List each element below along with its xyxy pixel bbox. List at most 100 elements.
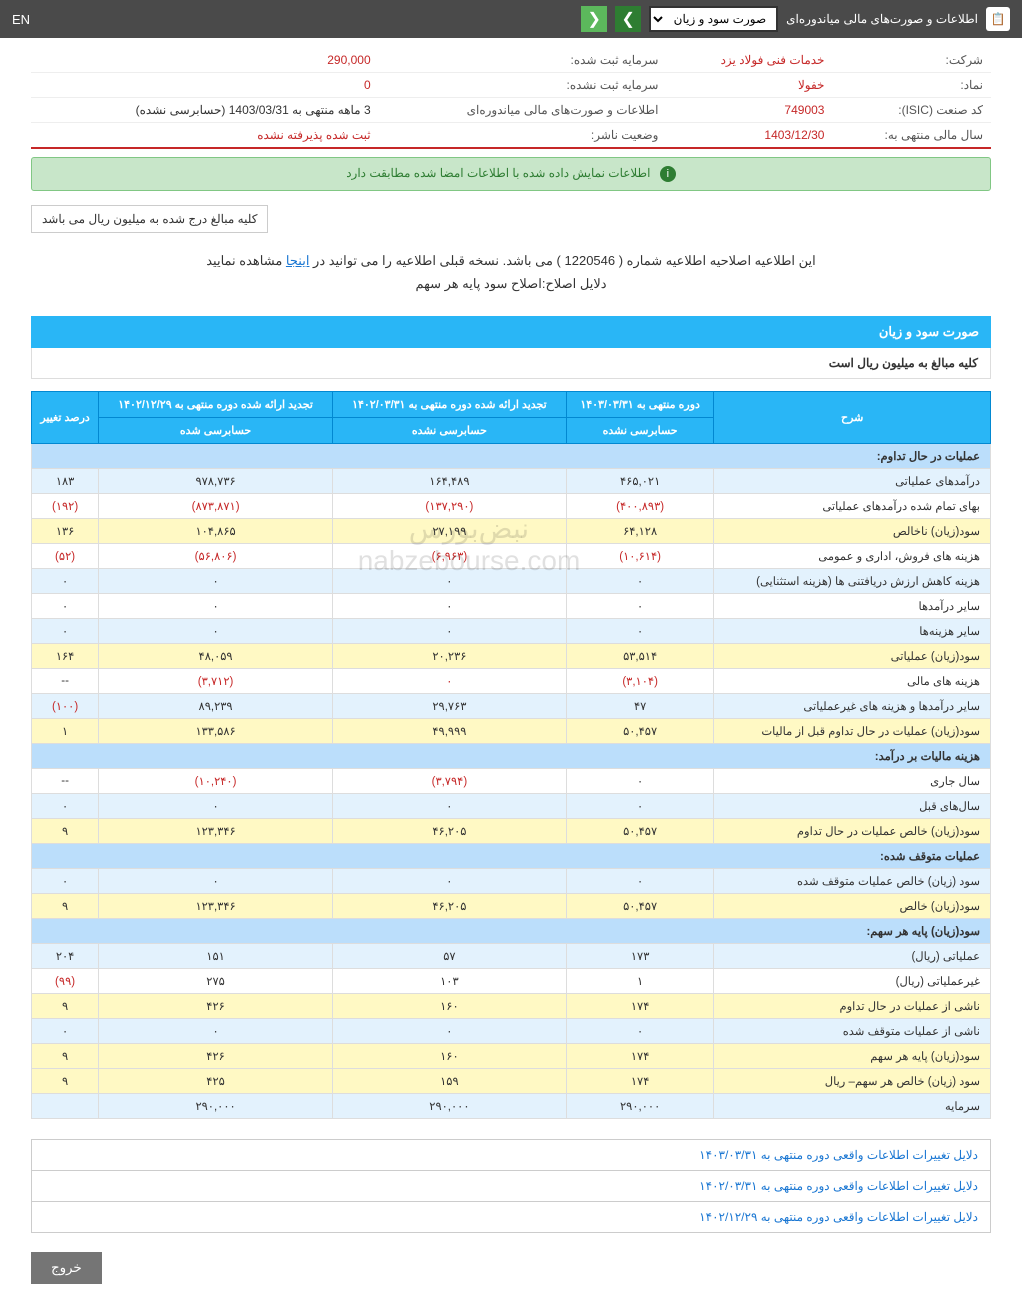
cell-value: ۲۰,۲۳۶: [332, 643, 566, 668]
table-row: سال‌های قبل۰۰۰۰: [32, 793, 991, 818]
cell-value: ۹: [32, 818, 99, 843]
nav-prev-button[interactable]: ❮: [581, 6, 607, 32]
col-period2: تجدید ارائه شده دوره منتهی به ۱۴۰۲/۰۳/۳۱: [332, 391, 566, 417]
amendment-notice: این اطلاعیه اصلاحیه اطلاعیه شماره ( 1220…: [31, 249, 991, 296]
cell-value: ۰: [566, 568, 714, 593]
cell-value: (۱۰,۲۴۰): [99, 768, 333, 793]
report-type-select[interactable]: صورت سود و زیان: [649, 6, 778, 32]
cell-value: (۱۹۲): [32, 493, 99, 518]
row-heading: سود(زیان) پایه هر سهم:: [32, 918, 991, 943]
currency-note: کلیه مبالغ درج شده به میلیون ریال می باش…: [31, 205, 268, 233]
table-row: هزینه مالیات بر درآمد:: [32, 743, 991, 768]
cell-value: ۰: [99, 618, 333, 643]
row-label: سایر درآمدها و هزینه های غیرعملیاتی: [714, 693, 991, 718]
cell-value: (۴۰۰,۸۹۳): [566, 493, 714, 518]
cell-value: ۱۵۱: [99, 943, 333, 968]
capital-reg-label: سرمایه ثبت شده:: [379, 48, 667, 73]
exit-button[interactable]: خروج: [31, 1252, 102, 1284]
row-label: بهای تمام شده درآمدهای عملیاتی: [714, 493, 991, 518]
isic-label: کد صنعت (ISIC):: [832, 98, 991, 123]
cell-value: ۰: [332, 618, 566, 643]
cell-value: ۱۳۳,۵۸۶: [99, 718, 333, 743]
cell-value: ۰: [32, 793, 99, 818]
cell-value: ۴۲۶: [99, 993, 333, 1018]
previous-link[interactable]: اینجا: [286, 253, 310, 268]
cell-value: ۹: [32, 1043, 99, 1068]
row-label: سود (زیان) خالص هر سهم– ریال: [714, 1068, 991, 1093]
reason-link[interactable]: دلایل تغییرات اطلاعات واقعی دوره منتهی ب…: [31, 1170, 991, 1202]
table-row: سود(زیان) عملیات در حال تداوم قبل از مال…: [32, 718, 991, 743]
cell-value: ۰: [566, 618, 714, 643]
cell-value: ۵۰,۴۵۷: [566, 893, 714, 918]
table-row: عملیات در حال تداوم:: [32, 443, 991, 468]
table-row: هزینه های فروش، اداری و عمومی(۱۰,۶۱۴)(۶,…: [32, 543, 991, 568]
cell-value: --: [32, 668, 99, 693]
cell-value: ۴۷: [566, 693, 714, 718]
table-row: سود(زیان) خالص۵۰,۴۵۷۴۶,۲۰۵۱۲۳,۳۴۶۹: [32, 893, 991, 918]
cell-value: ۴۶,۲۰۵: [332, 893, 566, 918]
table-row: ناشی از عملیات در حال تداوم۱۷۴۱۶۰۴۲۶۹: [32, 993, 991, 1018]
table-row: درآمدهای عملیاتی۴۶۵,۰۲۱۱۶۴,۴۸۹۹۷۸,۷۳۶۱۸۳: [32, 468, 991, 493]
cell-value: ۴۸,۰۵۹: [99, 643, 333, 668]
cell-value: ۴۹,۹۹۹: [332, 718, 566, 743]
cell-value: (۱۳۷,۲۹۰): [332, 493, 566, 518]
cell-value: ۲۷۵: [99, 968, 333, 993]
cell-value: ۰: [99, 1018, 333, 1043]
row-label: سود(زیان) عملیاتی: [714, 643, 991, 668]
table-row: سایر درآمدها و هزینه های غیرعملیاتی۴۷۲۹,…: [32, 693, 991, 718]
cell-value: (۱۰۰): [32, 693, 99, 718]
company-value: خدمات فنی فولاد یزد: [666, 48, 832, 73]
col-desc: شرح: [714, 391, 991, 443]
table-row: غیرعملیاتی (ریال)۱۱۰۳۲۷۵(۹۹): [32, 968, 991, 993]
row-label: سال جاری: [714, 768, 991, 793]
table-row: سال جاری۰(۳,۷۹۴)(۱۰,۲۴۰)--: [32, 768, 991, 793]
cell-value: ۰: [99, 868, 333, 893]
nav-next-button[interactable]: ❯: [615, 6, 641, 32]
cell-value: ۹: [32, 893, 99, 918]
cell-value: (۱۰,۶۱۴): [566, 543, 714, 568]
cell-value: ۰: [32, 868, 99, 893]
table-row: سایر هزینه‌ها۰۰۰۰: [32, 618, 991, 643]
cell-value: ۱۳۶: [32, 518, 99, 543]
cell-value: ۱۶۰: [332, 993, 566, 1018]
cell-value: ۸۹,۲۳۹: [99, 693, 333, 718]
page-title: اطلاعات و صورت‌های مالی میاندوره‌ای: [786, 12, 978, 26]
cell-value: ۱: [566, 968, 714, 993]
cell-value: [32, 1093, 99, 1118]
cell-value: ۰: [99, 793, 333, 818]
cell-value: ۱۰۳: [332, 968, 566, 993]
report-label: اطلاعات و صورت‌های مالی میاندوره‌ای: [379, 98, 667, 123]
cell-value: ۱: [32, 718, 99, 743]
cell-value: ۰: [566, 868, 714, 893]
cell-value: ۰: [99, 593, 333, 618]
cell-value: ۱۸۳: [32, 468, 99, 493]
cell-value: ۴۲۶: [99, 1043, 333, 1068]
amendment-reason: دلایل اصلاح:اصلاح سود پایه هر سهم: [415, 276, 606, 291]
row-label: ناشی از عملیات در حال تداوم: [714, 993, 991, 1018]
table-row: سود(زیان) ناخالص۶۴,۱۲۸۲۷,۱۹۹۱۰۴,۸۶۵۱۳۶: [32, 518, 991, 543]
cell-value: ۰: [566, 793, 714, 818]
reason-link[interactable]: دلایل تغییرات اطلاعات واقعی دوره منتهی ب…: [31, 1139, 991, 1171]
col-audit3: حسابرسی شده: [99, 417, 333, 443]
table-row: بهای تمام شده درآمدهای عملیاتی(۴۰۰,۸۹۳)(…: [32, 493, 991, 518]
cell-value: ۲۰۴: [32, 943, 99, 968]
fy-value: 1403/12/30: [666, 123, 832, 149]
cell-value: (۳,۱۰۴): [566, 668, 714, 693]
table-row: سود(زیان) پایه هر سهم۱۷۴۱۶۰۴۲۶۹: [32, 1043, 991, 1068]
status-label: وضعیت ناشر:: [379, 123, 667, 149]
cell-value: ۱۷۴: [566, 993, 714, 1018]
col-change: درصد تغییر: [32, 391, 99, 443]
section-header: صورت سود و زیان: [31, 316, 991, 348]
cell-value: (۵۲): [32, 543, 99, 568]
cell-value: ۹: [32, 993, 99, 1018]
verification-banner: i اطلاعات نمایش داده شده با اطلاعات امضا…: [31, 157, 991, 191]
row-label: هزینه کاهش ارزش دریافتنی ها (هزینه استثن…: [714, 568, 991, 593]
lang-toggle[interactable]: EN: [12, 12, 30, 27]
row-label: غیرعملیاتی (ریال): [714, 968, 991, 993]
cell-value: ۱۵۹: [332, 1068, 566, 1093]
cell-value: (۹۹): [32, 968, 99, 993]
status-value: ثبت شده پذیرفته نشده: [31, 123, 379, 149]
cell-value: ۰: [332, 593, 566, 618]
reason-link[interactable]: دلایل تغییرات اطلاعات واقعی دوره منتهی ب…: [31, 1201, 991, 1233]
table-row: سرمایه۲۹۰,۰۰۰۲۹۰,۰۰۰۲۹۰,۰۰۰: [32, 1093, 991, 1118]
